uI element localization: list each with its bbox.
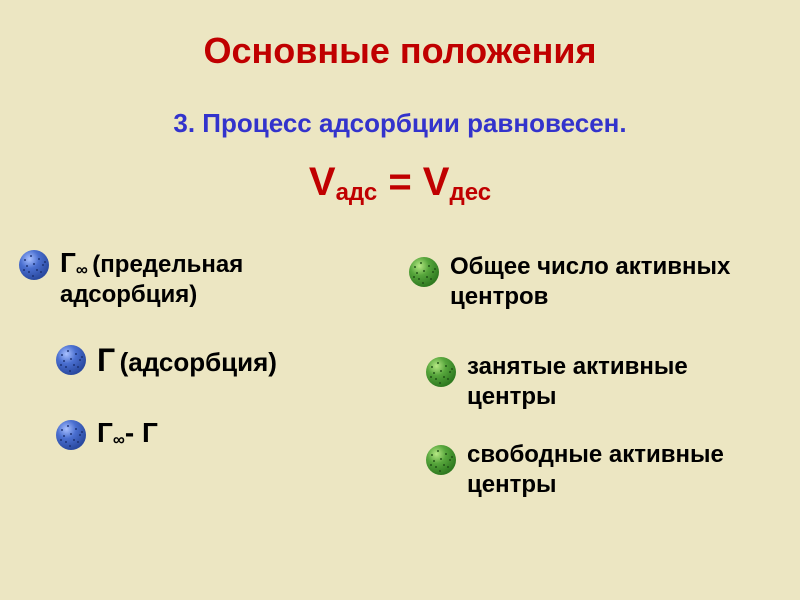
item-g-diff: Г∞- Г bbox=[55, 415, 158, 456]
green-ball-icon bbox=[408, 256, 440, 293]
item-occupied-centers: занятые активные центры bbox=[425, 352, 775, 412]
green-ball-icon bbox=[425, 444, 457, 481]
item-g: Г (адсорбция) bbox=[55, 340, 277, 381]
item-label: Г∞ (предельная адсорбция) bbox=[60, 245, 378, 310]
blue-ball-icon bbox=[55, 419, 87, 456]
blue-ball-icon bbox=[18, 249, 50, 286]
slide-title: Основные положения bbox=[0, 30, 800, 72]
item-total-centers: Общее число активных центров bbox=[408, 252, 778, 312]
item-label: Г (адсорбция) bbox=[97, 340, 277, 380]
item-g-inf: Г∞ (предельная адсорбция) bbox=[18, 245, 378, 310]
green-ball-icon bbox=[425, 356, 457, 393]
item-label: свободные активные центры bbox=[467, 440, 775, 500]
slide-subtitle: 3. Процесс адсорбции равновесен. bbox=[0, 108, 800, 139]
item-free-centers: свободные активные центры bbox=[425, 440, 775, 500]
item-label: занятые активные центры bbox=[467, 352, 775, 412]
item-label: Г∞- Г bbox=[97, 415, 158, 450]
slide-root: Основные положения 3. Процесс адсорбции … bbox=[0, 0, 800, 600]
equation: Vадс = Vдес bbox=[0, 160, 800, 205]
item-label: Общее число активных центров bbox=[450, 252, 778, 312]
blue-ball-icon bbox=[55, 344, 87, 381]
